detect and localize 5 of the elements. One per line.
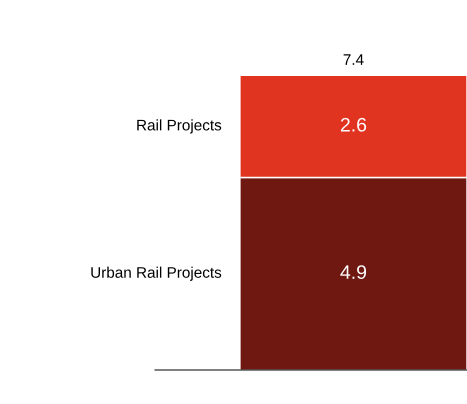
series-label: Urban Rail Projects <box>91 266 222 281</box>
data-label: 4.9 <box>340 265 366 279</box>
total-label: 7.4 <box>344 54 364 65</box>
series-label: Rail Projects <box>137 119 222 134</box>
data-label: 2.6 <box>340 118 366 132</box>
